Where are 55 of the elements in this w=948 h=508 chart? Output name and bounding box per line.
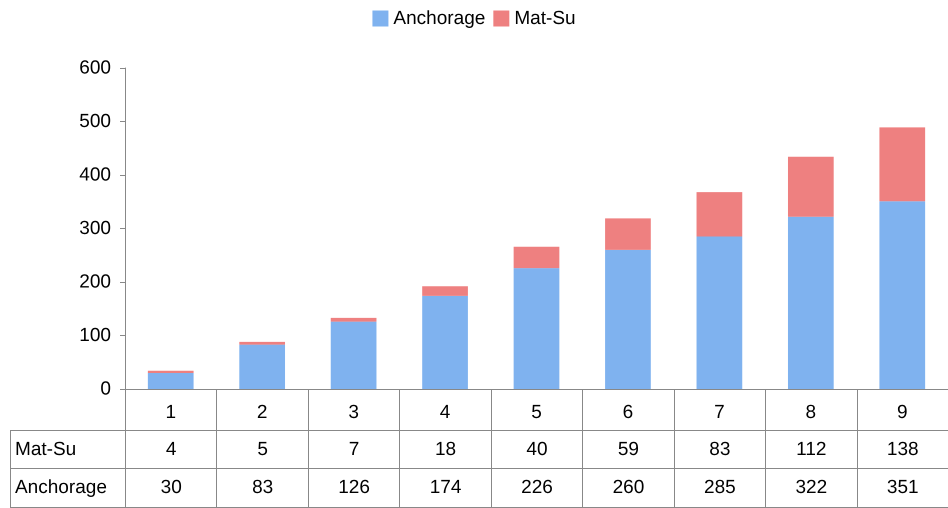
data-label: 174 (399, 469, 491, 508)
data-label: 138 (856, 430, 948, 469)
bar (148, 372, 194, 389)
bar (239, 342, 286, 345)
bar (788, 216, 834, 389)
x-tick-label: 2 (256, 402, 268, 423)
x-tick-label: 5 (531, 402, 542, 423)
text: Anchorage (15, 477, 107, 498)
x-tick-label: 1 (165, 402, 176, 423)
legend-label: Anchorage (393, 8, 486, 29)
data-label: 83 (674, 430, 766, 469)
legend-label: Mat-Su (514, 8, 576, 29)
x-tick-label: 3 (348, 402, 359, 423)
data-label: 260 (582, 469, 674, 508)
bar (514, 268, 560, 389)
data-label: 322 (765, 469, 857, 508)
bar (330, 318, 376, 322)
data-label: 351 (856, 469, 948, 508)
data-label: 18 (399, 430, 491, 469)
bar (696, 192, 742, 237)
bar (239, 344, 286, 389)
y-tick-label: 500 (79, 111, 111, 132)
y-tick-label: 400 (79, 164, 111, 186)
bar (422, 296, 468, 389)
bar (514, 246, 560, 268)
data-label: 285 (674, 469, 766, 508)
data-label: 4 (125, 430, 216, 469)
bar (422, 286, 468, 296)
bar (330, 322, 376, 389)
y-tick-label: 300 (79, 218, 111, 239)
text: Mat-Su (15, 438, 76, 460)
data-label: 226 (490, 469, 582, 508)
x-tick-label: 7 (714, 402, 725, 423)
data-label: 40 (490, 430, 582, 469)
data-label: 126 (308, 469, 400, 508)
bar (788, 156, 834, 217)
x-tick-label: 4 (440, 402, 451, 423)
bar (879, 201, 926, 389)
data-label: 30 (125, 469, 216, 508)
bar (696, 236, 742, 389)
y-tick-label: 600 (79, 58, 111, 78)
x-tick-label: 8 (806, 402, 816, 423)
data-label: 83 (216, 469, 308, 508)
bar (605, 218, 651, 250)
data-label: 59 (582, 430, 674, 469)
x-tick-label: 6 (622, 402, 634, 423)
bar (605, 250, 651, 389)
bar (879, 127, 926, 202)
y-tick-label: 200 (79, 272, 111, 292)
data-label: 7 (308, 430, 400, 469)
data-label: 112 (765, 430, 857, 469)
y-tick-label: 100 (79, 325, 111, 346)
x-tick-label: 9 (896, 402, 908, 423)
y-tick-label: 0 (100, 378, 111, 400)
data-label: 5 (216, 430, 308, 469)
